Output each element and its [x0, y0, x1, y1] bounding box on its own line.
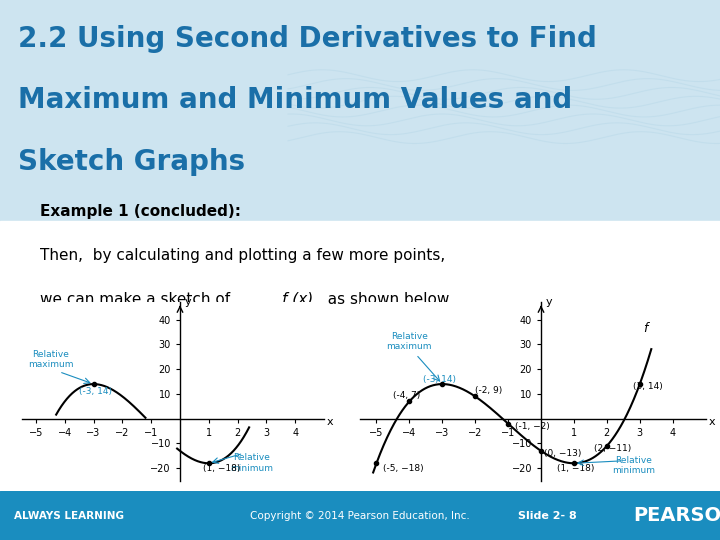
Text: x: x [327, 417, 333, 427]
Text: we can make a sketch of: we can make a sketch of [40, 292, 235, 307]
Text: x: x [709, 417, 716, 427]
Text: Relative
minimum: Relative minimum [612, 456, 654, 475]
Text: ALWAYS LEARNING: ALWAYS LEARNING [14, 511, 125, 521]
Text: , as shown below.: , as shown below. [318, 292, 453, 307]
Text: (0, −13): (0, −13) [544, 449, 582, 458]
Text: (1, −18): (1, −18) [203, 464, 240, 472]
Text: Sketch Graphs: Sketch Graphs [18, 148, 245, 176]
Text: Example 1 (concluded):: Example 1 (concluded): [40, 204, 240, 219]
Bar [0, 221, 720, 491]
Text: PEARSON: PEARSON [634, 506, 720, 525]
Text: y: y [184, 297, 191, 307]
Text: f (x): f (x) [282, 292, 313, 307]
Text: (-3, 14): (-3, 14) [423, 375, 456, 383]
Text: Copyright © 2014 Pearson Education, Inc.: Copyright © 2014 Pearson Education, Inc. [250, 511, 470, 521]
Text: (3, 14): (3, 14) [633, 382, 663, 391]
Text: (-4, 7): (-4, 7) [393, 390, 420, 400]
Text: Then,  by calculating and plotting a few more points,: Then, by calculating and plotting a few … [40, 248, 445, 263]
Text: (-3, 14): (-3, 14) [79, 387, 112, 396]
Text: 2.2 Using Second Derivatives to Find: 2.2 Using Second Derivatives to Find [18, 25, 597, 52]
Text: (1, −18): (1, −18) [557, 464, 595, 472]
Text: f: f [643, 322, 647, 335]
Text: (-2, 9): (-2, 9) [475, 386, 503, 395]
Text: (-1, −2): (-1, −2) [515, 422, 549, 430]
Text: Maximum and Minimum Values and: Maximum and Minimum Values and [18, 86, 572, 114]
Text: Relative
maximum: Relative maximum [27, 350, 73, 369]
Text: (-5, −18): (-5, −18) [383, 464, 423, 472]
Bar [0, 0, 720, 221]
Text: Relative
maximum: Relative maximum [387, 332, 432, 352]
Text: (2, −11): (2, −11) [594, 444, 631, 453]
Text: Slide 2- 8: Slide 2- 8 [518, 511, 577, 521]
Text: Relative
minimum: Relative minimum [230, 454, 274, 473]
Text: y: y [546, 297, 552, 307]
